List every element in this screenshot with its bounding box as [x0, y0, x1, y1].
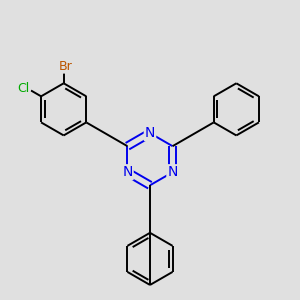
- Text: Br: Br: [58, 60, 72, 73]
- Text: N: N: [167, 165, 178, 179]
- Text: N: N: [122, 165, 133, 179]
- Text: N: N: [145, 126, 155, 140]
- Text: Cl: Cl: [17, 82, 29, 95]
